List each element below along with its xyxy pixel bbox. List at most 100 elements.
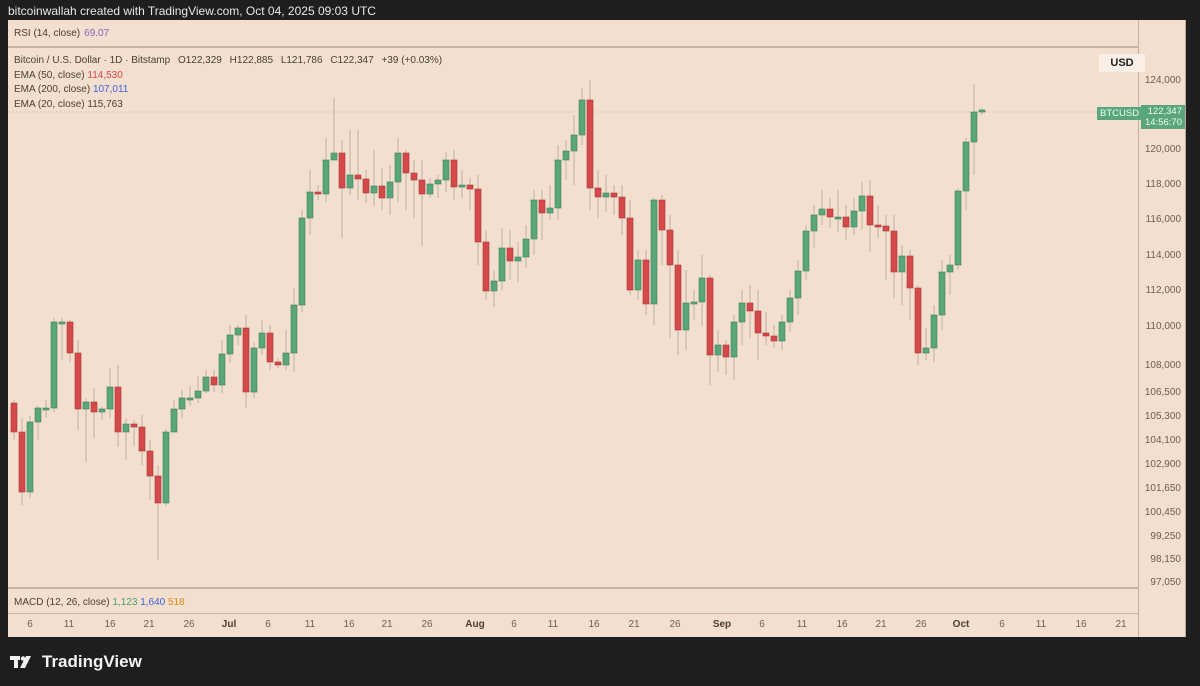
candle [466, 178, 474, 210]
candle [850, 198, 858, 235]
time-tick: 26 [915, 619, 927, 630]
candle [418, 160, 426, 246]
close-value: C122,347 [330, 55, 374, 66]
candle [690, 290, 698, 320]
candle [426, 178, 434, 198]
candle [634, 250, 642, 300]
open-value: O122,329 [177, 55, 222, 66]
candle [482, 230, 490, 300]
price-tick: 124,000 [1144, 75, 1181, 86]
candle [186, 386, 194, 406]
time-tick: 16 [836, 619, 848, 630]
tradingview-logo-icon [10, 656, 31, 668]
candle [498, 228, 506, 290]
candle [666, 215, 674, 338]
candle [138, 415, 146, 465]
ema200-row[interactable]: EMA (200, close) 107,011 [14, 83, 447, 98]
time-tick: 6 [759, 619, 765, 630]
candle [226, 325, 234, 363]
candle [810, 205, 818, 248]
candle [914, 285, 922, 365]
time-tick: 21 [1115, 619, 1127, 630]
candle [290, 288, 298, 372]
candle [370, 150, 378, 206]
candle [362, 170, 370, 203]
time-axis[interactable]: 6 11 16 21 26 Jul 6 11 16 21 26 Aug 6 11 16 21 26 Sep 6 11 1… [8, 613, 1138, 635]
candle [714, 330, 722, 372]
time-tick: 11 [547, 619, 559, 630]
candle [658, 195, 666, 265]
rsi-value: 69.07 [84, 28, 110, 39]
candle [554, 145, 562, 220]
time-tick: 21 [875, 619, 887, 630]
candle [826, 198, 834, 228]
candle [946, 255, 954, 295]
candle [618, 185, 626, 235]
candle [314, 185, 322, 200]
candle [322, 138, 330, 202]
candle [218, 340, 226, 393]
candle [506, 230, 514, 280]
candle [434, 175, 442, 198]
price-tick: 114,000 [1145, 250, 1181, 261]
time-tick: 16 [343, 619, 355, 630]
tradingview-wordmark: TradingView [42, 652, 142, 671]
candle [10, 400, 18, 440]
time-tick: 6 [27, 619, 33, 630]
price-tick: 104,100 [1144, 435, 1181, 446]
symbol-label[interactable]: Bitcoin / U.S. Dollar · 1D · Bitstamp [14, 55, 171, 66]
candle [258, 320, 266, 355]
currency-label[interactable]: USD [1099, 54, 1145, 72]
candle [130, 420, 138, 446]
candle [18, 418, 26, 505]
price-tick: 118,000 [1145, 179, 1181, 190]
candle [954, 188, 962, 270]
chart-frame: RSI (14, close) 69.07 Bitcoin / U.S. Doll… [8, 20, 1186, 637]
price-chart[interactable] [8, 20, 1138, 587]
price-tick: 110,000 [1145, 321, 1181, 332]
time-tick: 26 [183, 619, 195, 630]
ema200-label: EMA (200, close) [14, 84, 91, 95]
price-tick: 112,000 [1145, 285, 1181, 296]
candle [114, 365, 122, 447]
macd-pane[interactable]: MACD (12, 26, close) 1,123 1,640 518 [8, 587, 1138, 614]
rsi-label: RSI (14, close) [14, 28, 81, 39]
ema50-row[interactable]: EMA (50, close) 114,530 [14, 69, 447, 84]
candle [490, 270, 498, 307]
price-axis[interactable]: 124,000 120,000 118,000 116,000 114,000 112,0… [1139, 48, 1185, 593]
candle [538, 190, 546, 240]
ema50-value: 114,530 [87, 69, 123, 81]
candle [674, 250, 682, 355]
candle [770, 325, 778, 348]
macd-histogram-value: 518 [168, 597, 185, 608]
price-tick: 105,300 [1144, 411, 1181, 422]
candle [386, 165, 394, 215]
candle [178, 390, 186, 418]
candle [602, 175, 610, 212]
candle [282, 330, 290, 370]
rsi-pane[interactable]: RSI (14, close) 69.07 [8, 20, 1138, 48]
candle [210, 370, 218, 392]
time-tick: 6 [999, 619, 1005, 630]
candle [122, 418, 130, 460]
ema20-label: EMA (20, close) [14, 98, 85, 110]
candle [682, 270, 690, 350]
candle [970, 84, 978, 175]
price-tick: 116,000 [1145, 214, 1181, 225]
candle [202, 370, 210, 393]
time-tick: 26 [669, 619, 681, 630]
rsi-legend: RSI (14, close) 69.07 [14, 28, 109, 39]
ema20-row[interactable]: EMA (20, close) 115,763 [14, 98, 447, 113]
candle [194, 376, 202, 403]
symbol-badge: BTCUSD [1097, 107, 1143, 120]
price-tick: 101,650 [1144, 483, 1181, 494]
price-tick: 106,500 [1144, 387, 1181, 398]
candle [234, 325, 242, 345]
candle [146, 440, 154, 500]
price-tick: 102,900 [1144, 459, 1181, 470]
candle [858, 182, 866, 230]
candle [162, 429, 170, 506]
candle [42, 400, 50, 418]
time-tick: Aug [465, 619, 485, 630]
candle [298, 210, 306, 312]
